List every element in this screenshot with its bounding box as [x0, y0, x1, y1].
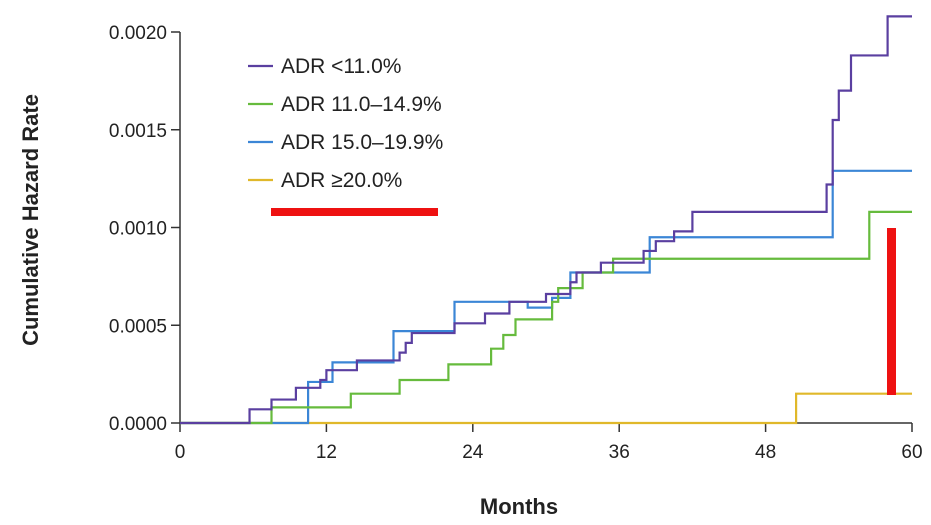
series-line: [180, 210, 912, 425]
red-underline-annotation: [271, 208, 438, 216]
y-tick-label: 0.0005: [109, 316, 167, 337]
legend-label: ADR ≥20.0%: [281, 169, 402, 192]
x-tick-label: 12: [316, 442, 337, 463]
series-line: [180, 15, 912, 425]
series-line: [180, 392, 912, 425]
red-vertical-bar-annotation: [887, 228, 896, 395]
y-tick-label: 0.0010: [109, 219, 167, 240]
x-tick-label: 24: [462, 442, 484, 463]
y-tick-label: 0.0015: [109, 121, 167, 142]
y-tick-label: 0.0020: [109, 23, 167, 44]
series-line: [180, 169, 912, 425]
series-group: [180, 15, 912, 425]
axes-group: 0.0000 0.0005 0.0010 0.0015 0.0020 0 12 24 36 48 6…: [109, 23, 923, 463]
x-tick-label: 48: [755, 442, 776, 463]
x-tick-label: 36: [609, 442, 630, 463]
x-tick-label: 0: [175, 442, 186, 463]
annotations-group: [271, 208, 896, 395]
y-axis-title: Cumulative Hazard Rate: [18, 94, 43, 346]
x-axis-title: Months: [480, 494, 558, 519]
y-tick-label: 0.0000: [109, 414, 167, 435]
x-tick-label: 60: [901, 442, 922, 463]
legend-label: ADR 11.0–14.9%: [281, 93, 442, 116]
legend-label: ADR 15.0–19.9%: [281, 131, 443, 154]
legend-label: ADR <11.0%: [281, 55, 401, 78]
legend: ADR <11.0% ADR 11.0–14.9% ADR 15.0–19.9% AD…: [248, 55, 443, 192]
